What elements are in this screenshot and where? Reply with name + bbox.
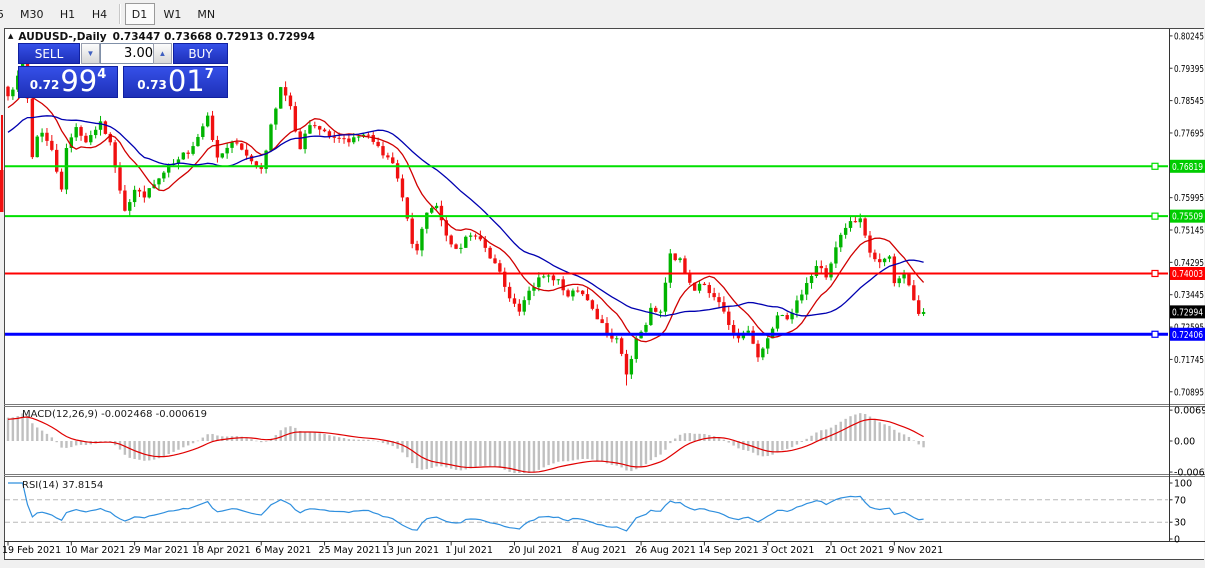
buy-button[interactable]: BUY — [173, 43, 228, 64]
collapse-arrow-icon[interactable]: ▲ — [8, 32, 14, 40]
svg-text:0.006938: 0.006938 — [1174, 406, 1205, 417]
sell-price-display[interactable]: 0.72 99 4 — [18, 66, 118, 98]
timeframe-button-w1[interactable]: W1 — [157, 3, 189, 25]
svg-text:10 Mar 2021: 10 Mar 2021 — [65, 545, 125, 556]
hline-anchor-marker[interactable] — [1151, 162, 1159, 170]
svg-text:0.72994: 0.72994 — [1172, 307, 1203, 318]
svg-text:8 Aug 2021: 8 Aug 2021 — [572, 545, 627, 556]
svg-text:0.80245: 0.80245 — [1174, 31, 1204, 42]
ohlc-values: 0.73447 0.73668 0.72913 0.72994 — [112, 31, 315, 43]
svg-text:21 Oct 2021: 21 Oct 2021 — [825, 545, 884, 556]
svg-text:18 Apr 2021: 18 Apr 2021 — [192, 545, 251, 556]
fast-ma-line — [7, 91, 925, 343]
svg-text:0.72406: 0.72406 — [1172, 330, 1203, 341]
svg-text:29 Mar 2021: 29 Mar 2021 — [129, 545, 189, 556]
svg-text:14 Sep 2021: 14 Sep 2021 — [698, 545, 758, 556]
svg-text:20 Jul 2021: 20 Jul 2021 — [508, 545, 562, 556]
svg-text:70: 70 — [1174, 495, 1186, 506]
rsi-panel — [5, 482, 1168, 532]
trade-panel-top-row: SELL ▼ ▲ BUY — [18, 43, 228, 64]
svg-text:100: 100 — [1174, 479, 1192, 490]
svg-text:0.75145: 0.75145 — [1174, 226, 1204, 237]
hline-anchor-marker[interactable] — [1151, 212, 1159, 220]
timeframe-button-h1[interactable]: H1 — [53, 3, 83, 25]
hline-anchor-marker[interactable] — [1151, 269, 1159, 278]
timeframe-button-m5[interactable]: 5 — [0, 3, 11, 25]
timeframe-toolbar: 5 M30 H1 H4 D1 W1 MN — [0, 0, 1205, 28]
svg-text:0.74003: 0.74003 — [1172, 269, 1203, 280]
timeframe-button-m30[interactable]: M30 — [13, 3, 51, 25]
buy-price-pip-digit: 7 — [204, 67, 214, 82]
date-axis: 19 Feb 2021 10 Mar 2021 29 Mar 2021 18 Apr … — [2, 541, 943, 556]
volume-increase-button[interactable]: ▲ — [153, 43, 172, 64]
timeframe-button-h4[interactable]: H4 — [85, 3, 115, 25]
rsi-line — [8, 482, 924, 532]
svg-text:25 May 2021: 25 May 2021 — [319, 545, 381, 556]
sell-button[interactable]: SELL — [18, 43, 80, 64]
buy-price-display[interactable]: 0.73 01 7 — [123, 66, 228, 98]
macd-indicator-label: MACD(12,26,9) -0.002468 -0.000619 — [22, 409, 207, 420]
svg-text:0.73445: 0.73445 — [1174, 290, 1204, 301]
svg-text:0.76819: 0.76819 — [1172, 162, 1203, 173]
svg-text:1 Jul 2021: 1 Jul 2021 — [445, 545, 493, 556]
svg-text:26 Aug 2021: 26 Aug 2021 — [635, 545, 696, 556]
volume-input[interactable] — [100, 43, 158, 64]
svg-text:0: 0 — [1174, 535, 1180, 546]
trade-panel-prices: 0.72 99 4 0.73 01 7 — [18, 66, 228, 98]
sell-price-pip-digit: 4 — [97, 67, 107, 82]
slow-ma-line — [7, 115, 924, 317]
svg-text:0.79395: 0.79395 — [1174, 64, 1204, 75]
svg-text:0.74295: 0.74295 — [1174, 258, 1204, 269]
svg-text:0.71745: 0.71745 — [1174, 355, 1204, 366]
svg-text:3 Oct 2021: 3 Oct 2021 — [762, 545, 815, 556]
sell-price-prefix: 0.72 — [29, 78, 60, 92]
svg-text:0.00: 0.00 — [1174, 437, 1195, 448]
macd-histogram — [6, 413, 925, 473]
toolbar-separator — [118, 4, 121, 24]
rsi-indicator-label: RSI(14) 37.8154 — [22, 480, 104, 491]
timeframe-button-d1[interactable]: D1 — [124, 3, 155, 25]
hline-anchor-marker[interactable] — [1151, 330, 1159, 338]
rsi-axis-labels: 100 70 30 0 — [1169, 479, 1192, 546]
price-line-badges: 0.76819 0.75509 0.74003 0.72406 0.72994 — [1170, 159, 1205, 341]
macd-axis-labels: 0.006938 0.00 -0.00699 — [1169, 406, 1205, 479]
volume-decrease-button[interactable]: ▼ — [81, 43, 100, 64]
hline-0.75509 — [5, 212, 1168, 220]
svg-text:6 May 2021: 6 May 2021 — [255, 545, 311, 556]
svg-text:30: 30 — [1174, 518, 1186, 529]
axes-frame — [4, 29, 1205, 542]
hline-0.76819 — [5, 162, 1168, 170]
buy-price-prefix: 0.73 — [137, 78, 167, 92]
hline-0.74003 — [5, 269, 1168, 278]
sell-price-big-digits: 99 — [60, 64, 98, 98]
volume-stepper: ▼ ▲ — [81, 43, 172, 64]
buy-price-big-digits: 01 — [167, 64, 205, 98]
svg-text:9 Nov 2021: 9 Nov 2021 — [888, 545, 943, 556]
svg-text:0.78545: 0.78545 — [1174, 96, 1204, 107]
svg-text:19 Feb 2021: 19 Feb 2021 — [2, 545, 61, 556]
chart-window — [4, 28, 1204, 560]
svg-text:0.75509: 0.75509 — [1172, 212, 1203, 223]
svg-text:-0.00699: -0.00699 — [1174, 468, 1205, 479]
macd-signal-line — [7, 416, 924, 473]
svg-text:0.77695: 0.77695 — [1174, 128, 1204, 139]
clipped-candle-left-edge — [0, 115, 4, 212]
hline-0.72406 — [5, 330, 1168, 338]
svg-text:13 Jun 2021: 13 Jun 2021 — [382, 545, 439, 556]
timeframe-button-mn[interactable]: MN — [190, 3, 222, 25]
svg-text:0.75995: 0.75995 — [1174, 193, 1204, 204]
svg-text:0.70895: 0.70895 — [1174, 387, 1204, 398]
symbol-label: AUDUSD-,Daily — [18, 31, 107, 43]
chart-symbol-header: ▲ AUDUSD-,Daily 0.73447 0.73668 0.72913 0.… — [8, 31, 315, 43]
